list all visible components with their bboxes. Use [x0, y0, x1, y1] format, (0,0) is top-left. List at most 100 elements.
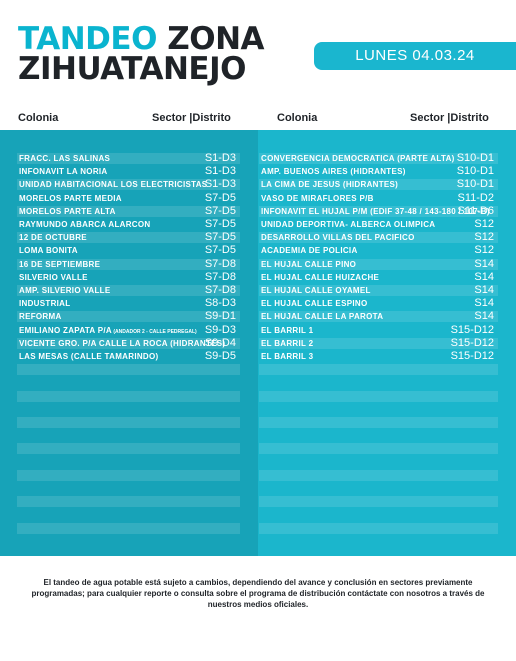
left-schedule-row: 12 DE OCTUBRE S7-D5 [17, 231, 240, 244]
colonia-name: INFONAVIT LA NORIA [19, 167, 108, 177]
colonia-name: EL HUJAL CALLE HUIZACHE [261, 272, 380, 282]
sector-district-code: S7-D8 [204, 257, 236, 270]
left-schedule-row: FRACC. LAS SALINAS S1-D3 [17, 152, 240, 164]
colonia-name: RAYMUNDO ABARCA ALARCON [19, 220, 151, 229]
right-schedule-row: AMP. BUENOS AIRES (HIDRANTES) S10-D1 [259, 165, 498, 178]
sector-district-code: S7-D5 [204, 231, 236, 244]
colonia-name: INFONAVIT EL HUJAL P/M (EDIF 37-48 / 143… [261, 206, 490, 216]
left-schedule-row: VICENTE GRO. P/A CALLE LA ROCA (HIDRANTE… [17, 337, 240, 349]
left-empty-row [17, 430, 240, 441]
footer-notice: El tandeo de agua potable está sujeto a … [31, 578, 485, 609]
right-schedule-row: VASO DE MIRAFLORES P/B S11-D2 [259, 191, 498, 204]
title-city: ZIHUATANEJO [18, 51, 247, 87]
sector-district-code: S11-D6 [457, 204, 494, 217]
page-title: TANDEO ZONA ZIHUATANEJO [18, 21, 265, 87]
sector-district-code: S7-D8 [204, 270, 236, 283]
left-schedule-row: RAYMUNDO ABARCA ALARCON S7-D5 [17, 218, 240, 230]
sector-district-code: S14 [474, 297, 494, 310]
sector-district-code: S14 [474, 310, 494, 323]
right-schedule-row: EL HUJAL CALLE ESPINO S14 [259, 297, 498, 310]
colonia-name: EL BARRIL 2 [261, 338, 314, 348]
left-empty-row [17, 483, 240, 494]
left-empty-row [17, 417, 240, 428]
right-empty-row [259, 496, 498, 508]
colonia-name: AMP. SILVERIO VALLE [19, 286, 111, 295]
sector-district-code: S11-D2 [457, 191, 494, 204]
colonia-name: EL BARRIL 1 [261, 325, 314, 335]
sector-district-code: S9-D1 [204, 310, 236, 323]
left-schedule-row: LOMA BONITA S7-D5 [17, 244, 240, 256]
right-empty-row [259, 430, 498, 441]
right-schedule-row: EL BARRIL 1 S15-D12 [259, 324, 498, 336]
colonia-name: REFORMA [19, 312, 62, 322]
left-schedule-row: REFORMA S9-D1 [17, 310, 240, 323]
left-schedule-row: SILVERIO VALLE S7-D8 [17, 270, 240, 283]
header-colonia-right: Colonia [277, 112, 318, 124]
sector-district-code: S15-D12 [450, 350, 494, 362]
left-empty-row [17, 496, 240, 508]
left-empty-row [17, 390, 240, 402]
right-empty-row [259, 390, 498, 402]
left-empty-row [17, 457, 240, 468]
sector-district-code: S7-D8 [204, 284, 236, 296]
sector-district-code: S14 [474, 284, 494, 296]
colonia-name: LA CIMA DE JESUS (HIDRANTES) [261, 180, 399, 190]
title-zone-word: ZONA [167, 21, 265, 57]
colonia-name: AMP. BUENOS AIRES (HIDRANTES) [261, 167, 406, 177]
colonia-name: EL HUJAL CALLE PINO [261, 259, 357, 269]
colonia-name: UNIDAD DEPORTIVA- ALBERCA OLIMPICA [261, 220, 436, 229]
right-empty-row [259, 522, 498, 534]
sector-district-code: S1-D3 [204, 178, 236, 191]
colonia-name: 12 DE OCTUBRE [19, 233, 87, 243]
sector-district-code: S7-D5 [204, 218, 236, 230]
right-schedule-row: DESARROLLO VILLAS DEL PACIFICO S12 [259, 231, 498, 244]
colonia-name: FRACC. LAS SALINAS [19, 154, 111, 163]
colonia-name: EL HUJAL CALLE ESPINO [261, 299, 368, 309]
right-schedule-row: EL BARRIL 3 S15-D12 [259, 350, 498, 362]
left-schedule-row: INDUSTRIAL S8-D3 [17, 297, 240, 309]
sector-district-code: S15-D12 [450, 336, 494, 349]
right-schedule-row: EL HUJAL CALLE PINO S14 [259, 258, 498, 270]
left-schedule-row: MORELOS PARTE MEDIA S7-D5 [17, 191, 240, 204]
right-empty-row [259, 377, 498, 388]
colonia-name: 16 DE SEPTIEMBRE [19, 259, 101, 269]
sector-district-code: S12 [474, 231, 494, 244]
sector-district-code: S7-D5 [204, 191, 236, 204]
colonia-name: EL HUJAL CALLE LA PAROTA [261, 312, 384, 322]
sector-district-code: S9-D3 [204, 323, 236, 336]
colonia-name: UNIDAD HABITACIONAL LOS ELECTRICISTAS [19, 180, 208, 190]
colonia-name: MORELOS PARTE MEDIA [19, 193, 122, 203]
column-headers: Colonia Sector |Distrito Colonia Sector … [0, 108, 516, 130]
right-schedule-row: CONVERGENCIA DEMOCRATICA (PARTE ALTA) S10… [259, 152, 498, 164]
header-sector-right: Sector |Distrito [410, 112, 489, 124]
left-schedule-row: INFONAVIT LA NORIA S1-D3 [17, 165, 240, 177]
right-schedule-row: INFONAVIT EL HUJAL P/M (EDIF 37-48 / 143… [259, 204, 498, 217]
left-empty-row [17, 377, 240, 388]
sector-district-code: S9-D5 [204, 350, 236, 362]
left-schedule-row: EMILIANO ZAPATA P/A (ANDADOR 2 - CALLE P… [17, 323, 240, 336]
colonia-name: LAS MESAS (CALLE TAMARINDO) [19, 352, 159, 361]
colonia-name: SILVERIO VALLE [19, 272, 88, 282]
colonia-name: LOMA BONITA [19, 246, 78, 256]
sector-district-code: S10-D1 [456, 165, 494, 178]
schedule-panel-left: FRACC. LAS SALINAS S1-D3 INFONAVIT LA NORI… [0, 130, 258, 556]
date-badge: LUNES 04.03.24 [314, 42, 516, 70]
left-empty-row [17, 364, 240, 376]
colonia-name: EL BARRIL 3 [261, 352, 314, 361]
sector-district-code: S10-D1 [456, 152, 494, 164]
right-empty-row [259, 443, 498, 455]
title-accent: TANDEO [18, 21, 157, 57]
left-empty-row [17, 469, 240, 481]
right-empty-row [259, 536, 498, 547]
sector-district-code: S12 [474, 218, 494, 230]
left-empty-row [17, 443, 240, 455]
left-empty-row [17, 522, 240, 534]
right-schedule-row: EL BARRIL 2 S15-D12 [259, 336, 498, 349]
right-empty-row [259, 404, 498, 415]
colonia-name: MORELOS PARTE ALTA [19, 206, 116, 216]
colonia-name: ACADEMIA DE POLICIA [261, 246, 358, 256]
right-empty-row [259, 457, 498, 468]
left-empty-row [17, 404, 240, 415]
sector-district-code: S14 [474, 270, 494, 283]
colonia-name: VICENTE GRO. P/A CALLE LA ROCA (HIDRANTE… [19, 338, 226, 348]
